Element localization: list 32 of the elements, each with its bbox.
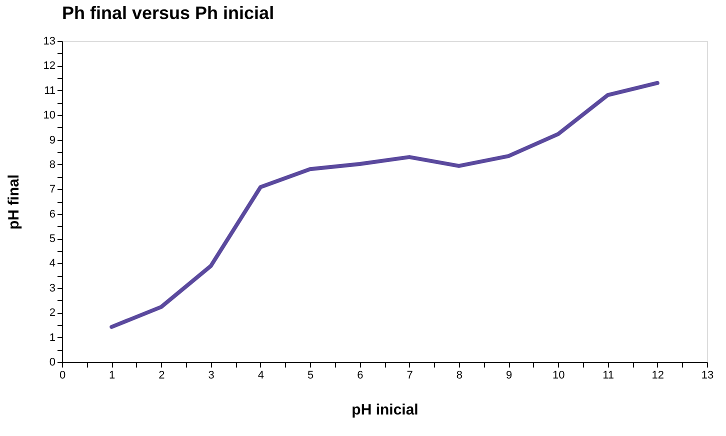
y-tick-label: 7: [49, 184, 56, 196]
x-tick-label: 10: [552, 370, 565, 382]
x-tick-label: 5: [308, 370, 314, 382]
x-tick-label: 13: [701, 370, 714, 382]
chart-title: Ph final versus Ph inicial: [62, 3, 274, 23]
y-tick-label: 4: [49, 258, 56, 270]
y-tick-label: 8: [49, 158, 56, 171]
x-axis-title: pH inicial: [352, 402, 418, 418]
x-tick-label: 4: [258, 370, 264, 382]
x-tick-label: 0: [59, 370, 66, 382]
x-tick-label: 7: [406, 370, 413, 382]
y-tick-label: 11: [44, 84, 56, 97]
x-tick-label: 2: [158, 370, 165, 382]
y-tick-label: 1: [49, 332, 56, 344]
y-tick-label: 12: [43, 60, 56, 72]
x-tick-label: 12: [652, 370, 664, 382]
x-tick-label: 9: [506, 370, 512, 382]
x-tick-label: 1: [109, 370, 116, 382]
y-tick-label: 2: [49, 307, 56, 320]
y-tick-label: 13: [43, 36, 56, 48]
y-tick-label: 6: [49, 208, 56, 220]
y-tick-label: 9: [49, 134, 56, 146]
x-tick-label: 8: [456, 370, 462, 382]
y-tick-label: 0: [49, 356, 56, 368]
y-axis-title: pH final: [5, 174, 22, 230]
y-tick-label: 10: [43, 110, 56, 122]
y-tick-label: 3: [49, 282, 56, 294]
y-tick-label: 5: [49, 233, 56, 246]
line-series: [110, 80, 660, 329]
x-tick-label: 11: [602, 370, 614, 382]
x-tick-label: 3: [208, 370, 214, 382]
x-tick-label: 6: [357, 370, 364, 382]
